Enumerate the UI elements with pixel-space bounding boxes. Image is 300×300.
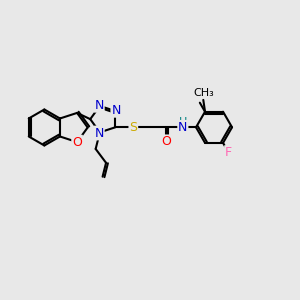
Text: F: F [225,146,232,159]
Text: S: S [129,121,137,134]
Text: N: N [94,99,104,112]
Text: H: H [179,117,187,127]
Text: N: N [178,121,188,134]
Text: N: N [94,127,104,140]
Text: N: N [111,104,121,117]
Text: O: O [161,135,171,148]
Text: CH₃: CH₃ [193,88,214,98]
Text: O: O [72,136,82,148]
